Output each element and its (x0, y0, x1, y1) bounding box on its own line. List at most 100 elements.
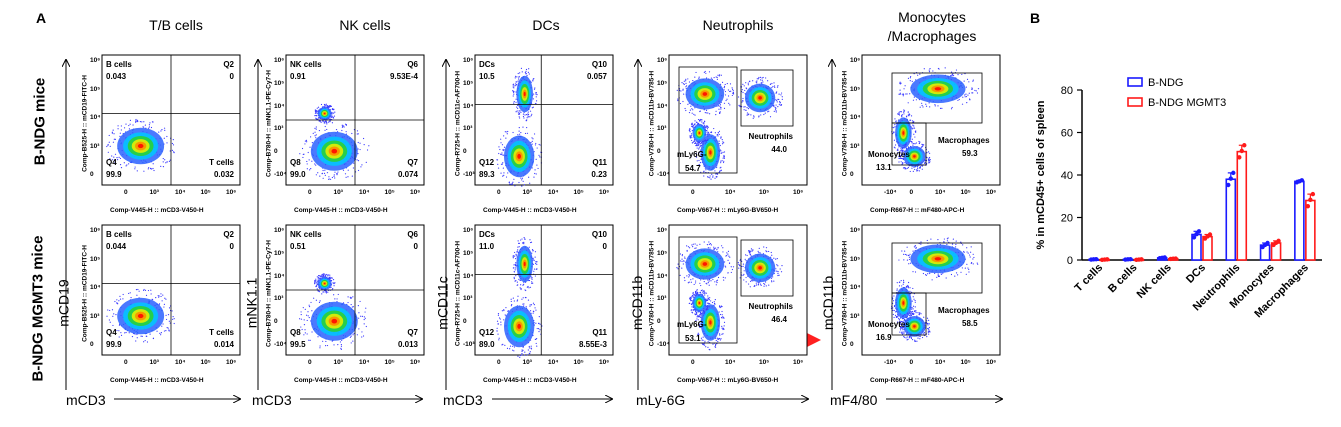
scatter-dot (777, 272, 779, 275)
scatter-dot (124, 332, 126, 334)
scatter-dot (530, 345, 532, 347)
scatter-dot (717, 337, 719, 339)
scatter-dot (707, 131, 710, 133)
scatter-dot (315, 299, 317, 301)
scatter-dot (528, 345, 530, 348)
scatter-dot (306, 163, 308, 165)
scatter-dot (331, 115, 333, 117)
scatter-dot (510, 305, 513, 307)
scatter-dot (914, 340, 917, 342)
scatter-dot (720, 338, 722, 340)
scatter-dot (535, 338, 537, 341)
scatter-dot (702, 311, 704, 313)
y-tick-label: 80 (1061, 85, 1073, 97)
scatter-dot (681, 260, 683, 262)
scatter-dot (720, 137, 722, 139)
scatter-dot (692, 246, 694, 248)
scatter-dot (538, 322, 540, 325)
scatter-dot (698, 147, 700, 149)
scatter-dot (512, 257, 514, 259)
scatter-dot (689, 136, 691, 138)
scatter-dot (514, 269, 516, 271)
scatter-dot (325, 340, 327, 343)
scatter-dot (718, 108, 720, 110)
scatter-dot (531, 137, 533, 139)
scatter-dot (323, 172, 326, 174)
scatter-dot (708, 243, 710, 246)
scatter-dot (700, 144, 703, 147)
x-tick-label: 0 (124, 189, 128, 196)
scatter-dot (921, 165, 923, 167)
scatter-dot (123, 162, 125, 164)
scatter-dot (714, 303, 716, 305)
scatter-dot (158, 303, 161, 305)
scatter-dot (501, 344, 503, 346)
scatter-dot (691, 139, 693, 142)
scatter-dot (745, 260, 747, 262)
scatter-dot (528, 73, 530, 75)
scatter-dot (350, 342, 352, 344)
scatter-dot (112, 129, 114, 131)
scatter-dot (926, 152, 928, 154)
scatter-dot (720, 245, 723, 247)
scatter-dot (358, 328, 360, 330)
scatter-dot (893, 295, 895, 297)
scatter-dot (331, 111, 333, 114)
scatter-dot (112, 315, 114, 317)
scatter-dot (702, 291, 704, 293)
scatter-dot (728, 262, 731, 264)
scatter-dot (526, 74, 528, 77)
scatter-dot (961, 267, 963, 269)
scatter-dot (912, 127, 914, 129)
scatter-dot (925, 103, 927, 105)
scatter-dot (705, 140, 707, 142)
scatter-dot (689, 128, 691, 130)
scatter-dot (693, 124, 695, 127)
scatter-dot (756, 82, 758, 84)
scatter-dot (727, 259, 729, 261)
scatter-dot (356, 159, 358, 161)
scatter-dot (311, 331, 313, 333)
scatter-dot (897, 113, 899, 115)
scatter-dot (893, 146, 895, 148)
scatter-dot (498, 152, 500, 155)
scatter-dot (773, 105, 775, 107)
scatter-dot (719, 105, 721, 107)
scatter-dot (717, 135, 719, 137)
scatter-dot (685, 87, 687, 90)
scatter-dot (759, 283, 762, 285)
scatter-dot (536, 338, 538, 340)
scatter-dot (928, 333, 930, 335)
scatter-dot (718, 133, 720, 136)
scatter-dot (357, 133, 359, 135)
scatter-dot (901, 321, 903, 323)
y-tick-label: 10⁵ (850, 85, 861, 93)
scatter-dot (689, 109, 691, 111)
scatter-dot (918, 335, 920, 337)
scatter-dot (898, 146, 900, 148)
scatter-dot (776, 91, 778, 93)
scatter-dot (497, 167, 500, 169)
scatter-dot (512, 91, 515, 94)
scatter-dot (497, 163, 499, 165)
scatter-dot (685, 109, 687, 112)
gate-label-name: B cells (106, 230, 132, 239)
scatter-dot (519, 133, 521, 135)
scatter-dot (512, 86, 514, 88)
scatter-dot (707, 176, 709, 178)
scatter-dot (723, 86, 725, 89)
scatter-dot (722, 327, 724, 329)
scatter-dot (912, 250, 914, 252)
x-tick-label: 10⁴ (175, 189, 186, 196)
gate-label-value: 0.074 (398, 170, 419, 179)
scatter-dot (915, 99, 917, 101)
scatter-dot (716, 166, 718, 169)
scatter-dot (687, 78, 689, 80)
flow-plot-4-mgmt3: Neutrophils 46.4 mLy6G- 53.1 (668, 224, 808, 356)
scatter-dot (715, 280, 718, 282)
scatter-dot (912, 120, 914, 122)
scatter-dot (500, 138, 502, 140)
scatter-dot (976, 262, 978, 264)
